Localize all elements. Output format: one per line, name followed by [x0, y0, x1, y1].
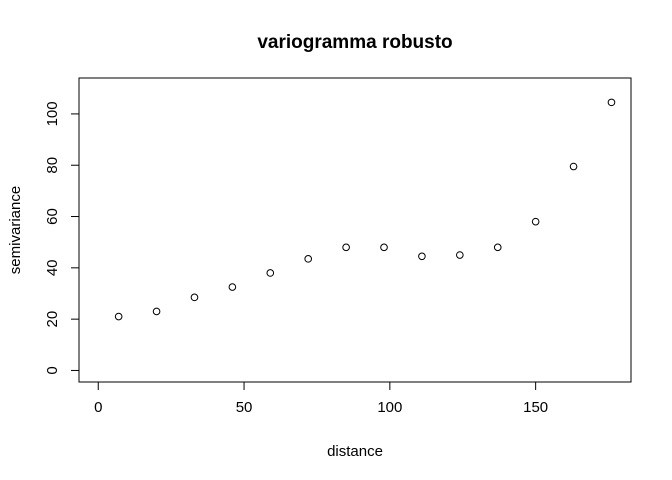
- y-tick-label: 60: [44, 208, 61, 225]
- data-point: [342, 243, 350, 252]
- plot-frame: [78, 77, 632, 383]
- y-tick-label: 40: [44, 259, 61, 276]
- y-axis-label: semivariance: [7, 186, 24, 274]
- data-point: [569, 162, 578, 171]
- data-point: [266, 269, 275, 277]
- y-axis: 0 20 40 60 80 100: [44, 101, 80, 375]
- data-point: [190, 293, 199, 302]
- data-point: [493, 243, 502, 252]
- y-tick-label: 20: [44, 311, 61, 328]
- x-tick-label: 150: [523, 399, 548, 416]
- x-tick-label: 100: [377, 399, 402, 416]
- x-tick-label: 0: [94, 399, 102, 416]
- data-point: [380, 243, 388, 252]
- chart-title: variogramma robusto: [257, 32, 452, 53]
- x-axis: 0 50 100 150: [94, 381, 548, 416]
- data-point: [228, 283, 237, 291]
- data-point: [456, 251, 464, 259]
- data-point: [114, 312, 123, 321]
- x-axis-label: distance: [327, 443, 383, 460]
- data-points: [114, 98, 616, 321]
- data-point: [418, 252, 426, 261]
- data-point: [152, 307, 161, 316]
- y-tick-label: 100: [44, 101, 61, 126]
- y-tick-label: 80: [44, 157, 61, 174]
- x-tick-label: 50: [236, 399, 253, 416]
- data-point: [304, 255, 312, 263]
- data-point: [531, 217, 540, 226]
- data-point: [607, 98, 616, 107]
- y-tick-label: 0: [44, 366, 61, 374]
